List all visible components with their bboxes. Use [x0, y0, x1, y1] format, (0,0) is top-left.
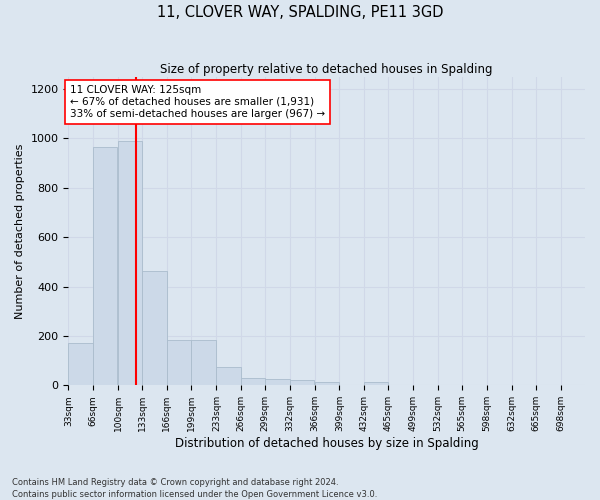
X-axis label: Distribution of detached houses by size in Spalding: Distribution of detached houses by size … — [175, 437, 479, 450]
Y-axis label: Number of detached properties: Number of detached properties — [15, 144, 25, 318]
Bar — [191, 340, 215, 386]
Bar — [241, 378, 265, 386]
Text: Contains HM Land Registry data © Crown copyright and database right 2024.
Contai: Contains HM Land Registry data © Crown c… — [12, 478, 377, 499]
Title: Size of property relative to detached houses in Spalding: Size of property relative to detached ho… — [160, 62, 493, 76]
Text: 11, CLOVER WAY, SPALDING, PE11 3GD: 11, CLOVER WAY, SPALDING, PE11 3GD — [157, 5, 443, 20]
Bar — [290, 380, 314, 386]
Bar — [315, 382, 339, 386]
Text: 11 CLOVER WAY: 125sqm
← 67% of detached houses are smaller (1,931)
33% of semi-d: 11 CLOVER WAY: 125sqm ← 67% of detached … — [70, 86, 325, 118]
Bar — [142, 270, 167, 386]
Bar — [93, 147, 117, 386]
Bar — [167, 340, 191, 386]
Bar — [265, 379, 290, 386]
Bar — [217, 367, 241, 386]
Bar — [68, 344, 93, 386]
Bar — [364, 382, 388, 386]
Bar — [118, 141, 142, 386]
